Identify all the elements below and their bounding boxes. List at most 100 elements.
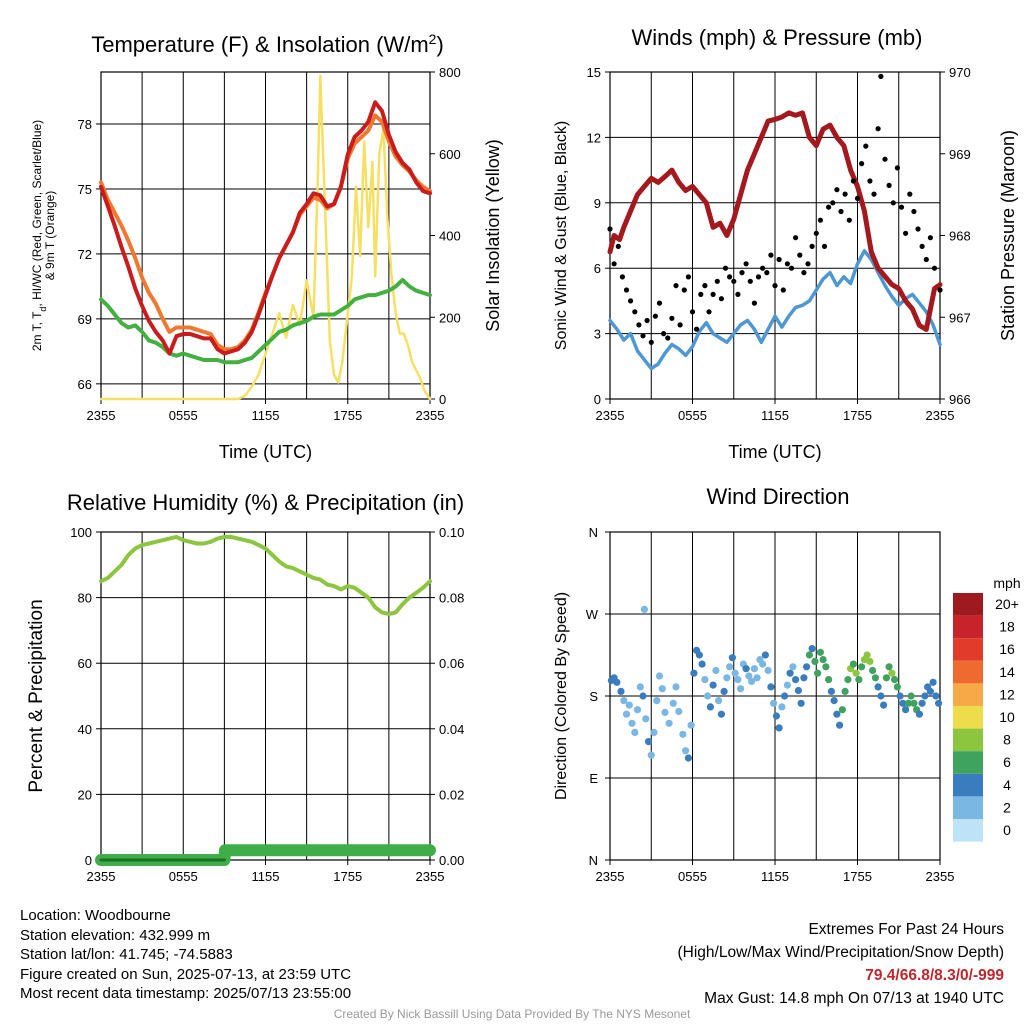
direction-point: [904, 699, 913, 707]
colorbar-swatch: [953, 660, 983, 684]
gust-point: [652, 313, 659, 319]
y2-tick-label: 400: [439, 229, 461, 244]
direction-point: [759, 660, 767, 668]
gust-point: [830, 200, 836, 206]
direction-point: [647, 751, 655, 759]
colorbar-swatch: [953, 773, 983, 797]
direction-point: [682, 747, 690, 755]
y-tick-label: 66: [78, 377, 92, 392]
direction-point: [907, 692, 915, 700]
colorbar-label: 20+: [995, 596, 1019, 612]
y2-tick-label: 966: [949, 392, 971, 407]
chart-title: Relative Humidity (%) & Precipitation (i…: [67, 490, 464, 515]
gust-point: [607, 226, 613, 232]
gust-point: [894, 165, 901, 171]
y2-axis-label: Solar Insolation (Yellow): [483, 139, 503, 331]
direction-point: [661, 708, 669, 717]
gust-point: [784, 261, 791, 267]
y2-tick-label: 0: [439, 392, 446, 407]
gust-point: [776, 256, 782, 263]
x-tick-label: 0555: [678, 408, 707, 423]
direction-point: [715, 697, 723, 705]
direction-point: [672, 683, 680, 691]
gust-point: [611, 261, 617, 267]
x-axis-label: Time (UTC): [728, 442, 821, 462]
gust-point: [931, 265, 938, 271]
gust-point: [731, 278, 737, 284]
y-tick-label: 12: [587, 130, 601, 145]
y2-tick-label: 800: [439, 65, 461, 80]
direction-point: [617, 687, 625, 696]
direction-point: [675, 707, 683, 716]
direction-point: [935, 699, 943, 707]
direction-point: [844, 676, 852, 684]
created-text: Figure created on Sun, 2025-07-13, at 23…: [20, 965, 352, 983]
colorbar-swatch: [953, 638, 983, 661]
direction-point: [720, 687, 728, 696]
gust-point: [698, 291, 704, 297]
direction-point: [893, 683, 902, 691]
extremes-title: Extremes For Past 24 Hours: [808, 921, 1004, 938]
y-tick-label: E: [589, 771, 598, 786]
direction-point: [709, 681, 717, 689]
x-tick-label: 2355: [596, 869, 625, 884]
x-tick-label: 1755: [843, 869, 872, 884]
direction-point: [613, 678, 621, 686]
direction-point: [855, 676, 863, 684]
y2-axis-label: Station Pressure (Maroon): [998, 130, 1018, 341]
y-axis-label-sub: d: [38, 307, 48, 312]
gust-point: [878, 73, 884, 79]
direction-point: [764, 666, 772, 675]
y-tick-label: 78: [78, 117, 92, 132]
colorbar-label: 18: [999, 619, 1015, 635]
gust-point: [628, 298, 634, 304]
direction-point: [642, 715, 650, 723]
x-tick-label: 2355: [416, 869, 445, 884]
gust-point: [640, 333, 646, 339]
direction-point: [797, 699, 805, 707]
colorbar-swatch: [953, 796, 983, 819]
y-tick-label: 72: [78, 247, 92, 262]
direction-point: [658, 685, 666, 693]
y-tick-label: 75: [78, 182, 92, 197]
direction-point: [745, 672, 753, 680]
direction-point: [836, 721, 844, 729]
gust-point: [669, 315, 675, 321]
direction-point: [792, 676, 800, 684]
direction-point: [921, 692, 929, 700]
y-axis-label-line2: & 9m T (Orange): [43, 191, 57, 281]
x-tick-label: 1755: [333, 408, 362, 423]
gust-point: [694, 326, 700, 332]
colorbar-label: 12: [999, 686, 1015, 702]
max-gust-text: Max Gust: 14.8 mph On 07/13 at 1940 UTC: [704, 990, 1004, 1007]
x-tick-label: 2355: [416, 408, 445, 423]
y2-tick-label: 969: [949, 147, 971, 162]
direction-point: [871, 674, 880, 682]
x-tick-label: 2355: [926, 408, 955, 423]
y-tick-label: 80: [78, 591, 92, 606]
gust-point: [797, 252, 803, 258]
x-tick-label: 0555: [678, 869, 707, 884]
direction-point: [830, 697, 838, 705]
direction-point: [750, 665, 759, 673]
direction-point: [880, 701, 888, 709]
direction-point: [640, 605, 649, 614]
direction-point: [838, 706, 847, 714]
y-tick-label: 40: [78, 722, 92, 737]
gust-point: [661, 331, 667, 337]
direction-point: [882, 674, 891, 682]
direction-point: [775, 724, 783, 732]
direction-point: [622, 710, 631, 718]
x-tick-label: 1155: [761, 869, 789, 884]
direction-point: [669, 699, 677, 707]
gust-point: [911, 208, 917, 215]
y-axis-label-line1: 2m T, Td, HI/WC (Red, Green, Scarlet/Blu…: [30, 120, 48, 351]
y-tick-label: 100: [70, 525, 92, 540]
direction-point: [631, 728, 639, 737]
credit-text: Created By Nick Bassill Using Data Provi…: [333, 1007, 691, 1021]
y-axis-label-line1b: , HI/WC (Red, Green, Scarlet/Blue): [30, 120, 44, 307]
latlon-text: Station lat/lon: 41.745; -74.5883: [20, 946, 233, 963]
y-tick-label: 9: [594, 196, 601, 211]
gust-point: [867, 178, 873, 184]
